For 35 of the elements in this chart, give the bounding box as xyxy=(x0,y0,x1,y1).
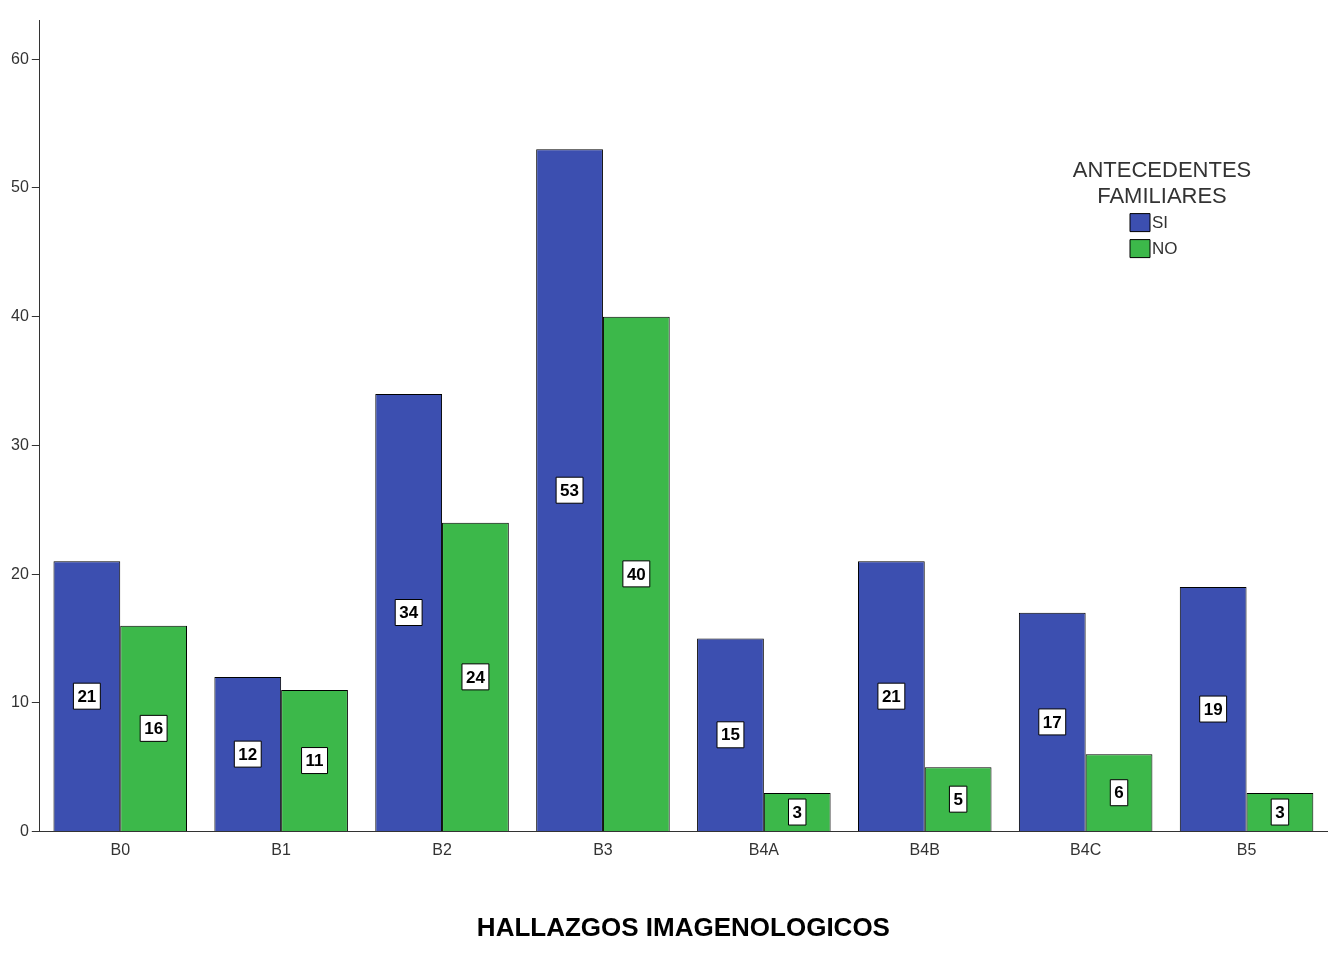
y-tick-label: 0 xyxy=(19,822,29,840)
y-tick-label: 20 xyxy=(11,564,29,582)
data-label: 40 xyxy=(626,564,646,584)
x-tick-label: B1 xyxy=(271,840,292,858)
y-tick-label: 10 xyxy=(11,693,29,711)
data-label: 21 xyxy=(77,686,97,706)
data-label: 34 xyxy=(399,603,419,623)
data-label: 3 xyxy=(792,802,802,822)
y-tick-label: 50 xyxy=(11,178,29,196)
data-label: 19 xyxy=(1203,699,1223,719)
data-label: 11 xyxy=(305,751,324,771)
y-tick-label: 60 xyxy=(11,49,29,67)
x-tick-label: B4C xyxy=(1070,840,1102,858)
data-label: 3 xyxy=(1275,802,1285,822)
x-tick-label: B4A xyxy=(748,840,780,858)
legend-title: ANTECEDENTES FAMILIARES xyxy=(1072,156,1252,208)
data-label: 16 xyxy=(144,719,164,739)
data-label: 15 xyxy=(721,725,740,745)
x-axis-title: HALLAZGOS IMAGENOLOGICOS xyxy=(476,911,890,942)
data-label: 21 xyxy=(881,686,901,706)
data-label: 53 xyxy=(560,480,580,500)
legend-label: NO xyxy=(1152,239,1178,259)
x-tick-label: B4B xyxy=(909,840,940,858)
x-tick-label: B5 xyxy=(1236,840,1257,858)
data-label: 17 xyxy=(1042,712,1062,732)
y-tick-label: 40 xyxy=(11,307,29,325)
x-tick-label: B2 xyxy=(432,840,452,858)
data-label: 24 xyxy=(465,667,486,687)
legend-label: SI xyxy=(1152,213,1169,233)
x-tick-label: B3 xyxy=(593,840,613,858)
data-label: 6 xyxy=(1114,783,1124,803)
y-tick-label: 30 xyxy=(11,435,29,453)
data-label: 5 xyxy=(953,789,963,809)
x-tick-label: B0 xyxy=(110,840,131,858)
data-label: 12 xyxy=(238,744,258,764)
